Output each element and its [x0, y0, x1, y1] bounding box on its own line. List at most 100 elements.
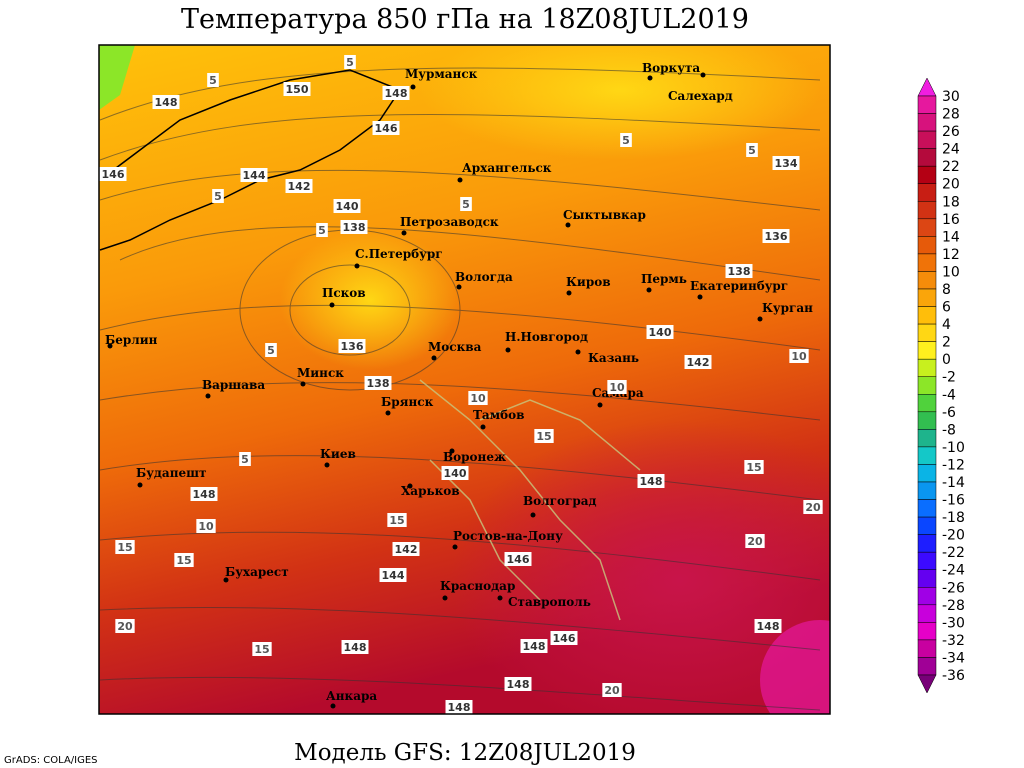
colorbar-swatch	[917, 551, 937, 570]
colorbar-label: 16	[942, 212, 960, 228]
city-label: Минск	[297, 366, 344, 380]
colorbar-label: -34	[942, 650, 965, 666]
temperature-label-box	[607, 380, 627, 394]
city-label: Варшава	[202, 378, 265, 392]
temperature-label-box	[212, 189, 224, 203]
colorbar-label: -24	[942, 563, 965, 579]
height-label: 142	[687, 356, 710, 369]
height-label-box	[285, 179, 313, 193]
height-label: 140	[649, 326, 672, 339]
city-dot	[330, 703, 336, 709]
city-label: Волгоград	[523, 494, 596, 508]
temperature-label-box	[316, 223, 328, 237]
city-label: Киев	[320, 447, 356, 461]
height-label: 148	[640, 475, 663, 488]
colorbar-label: -12	[942, 457, 965, 473]
city-dot	[697, 294, 703, 300]
city-label: Ростов-на-Дону	[453, 529, 563, 543]
city-label: Екатеринбург	[690, 279, 788, 293]
city-dot	[497, 595, 503, 601]
height-label: 134	[775, 157, 798, 170]
city-dot	[480, 424, 486, 430]
city-label: Киров	[566, 275, 611, 289]
colorbar-label: -30	[942, 615, 965, 631]
city-dot	[354, 263, 360, 269]
city-label: Мурманск	[405, 67, 478, 81]
city-dot	[137, 482, 143, 488]
colorbar-label: -22	[942, 545, 965, 561]
colorbar-label: -8	[942, 422, 956, 438]
height-label-box	[379, 568, 407, 582]
colorbar-swatch	[917, 587, 937, 606]
colorbar-swatch	[917, 218, 937, 237]
height-label-box	[99, 167, 127, 181]
credit: GrADS: COLA/IGES	[4, 755, 98, 766]
map: Мурманск Воркута Салехард Архангельск Сыктыв…	[99, 45, 830, 714]
colorbar-swatch	[917, 306, 937, 325]
height-label-box	[504, 677, 532, 691]
height-label: 136	[765, 230, 788, 243]
city-label: Анкара	[326, 689, 377, 703]
height-label-box	[392, 542, 420, 556]
height-label: 138	[367, 377, 390, 390]
colorbar-swatch	[917, 481, 937, 500]
colorbar-swatch	[917, 622, 937, 641]
city-label: Воронеж	[443, 450, 506, 464]
city-dot	[700, 72, 706, 78]
temperature-label: 5	[267, 344, 275, 357]
city-dot	[757, 316, 763, 322]
city-label: Берлин	[105, 333, 158, 347]
colorbar-swatch	[917, 165, 937, 184]
height-label-box	[382, 86, 410, 100]
city-label: Москва	[428, 340, 482, 354]
height-label-box	[725, 264, 753, 278]
city-label: Краснодар	[440, 579, 515, 593]
colorbar-label: -4	[942, 387, 956, 403]
temperature-label: 20	[747, 535, 763, 548]
city-dot	[324, 462, 330, 468]
colorbar-swatch	[917, 499, 937, 518]
temperature-label-box	[534, 429, 554, 443]
colorbar-label: 26	[942, 124, 960, 140]
colorbar-swatch	[917, 657, 937, 676]
city-label: Казань	[588, 351, 639, 365]
height-label: 148	[385, 87, 408, 100]
city-dot	[442, 595, 448, 601]
city-dot	[575, 349, 581, 355]
city-dot	[431, 355, 437, 361]
city-label: Воркута	[642, 61, 700, 75]
temperature-label-box	[468, 391, 488, 405]
temperature-label-box	[239, 452, 251, 466]
colorbar-swatch	[917, 429, 937, 448]
colorbar-swatch	[917, 569, 937, 588]
temperature-label: 5	[346, 56, 354, 69]
temperature-label: 5	[241, 453, 249, 466]
city-dot	[329, 302, 335, 308]
colorbar-swatch	[917, 183, 937, 202]
height-label: 146	[553, 632, 576, 645]
colorbar-label: -14	[942, 475, 965, 491]
height-label-box	[646, 325, 674, 339]
city-dot	[385, 410, 391, 416]
height-label: 146	[375, 122, 398, 135]
temperature-label: 20	[117, 620, 133, 633]
colorbar-swatch	[917, 358, 937, 377]
city-label: Вологда	[455, 270, 513, 284]
city-label: Тамбов	[473, 408, 524, 422]
temperature-label-box	[602, 683, 622, 697]
city-dot	[646, 287, 652, 293]
temperature-label-box	[744, 460, 764, 474]
colorbar-swatch	[917, 464, 937, 483]
temperature-label-box	[387, 513, 407, 527]
city-label: Н.Новгород	[505, 330, 588, 344]
city-dot	[505, 347, 511, 353]
colorbar-label: 10	[942, 264, 960, 280]
height-label: 148	[448, 701, 471, 714]
height-label-box	[762, 229, 790, 243]
colorbar-swatch	[917, 253, 937, 272]
colorbar-swatch	[917, 271, 937, 290]
map-frame	[98, 44, 831, 715]
coastline	[99, 69, 402, 251]
temperature-label-box	[620, 133, 632, 147]
city-label: Харьков	[401, 484, 460, 498]
